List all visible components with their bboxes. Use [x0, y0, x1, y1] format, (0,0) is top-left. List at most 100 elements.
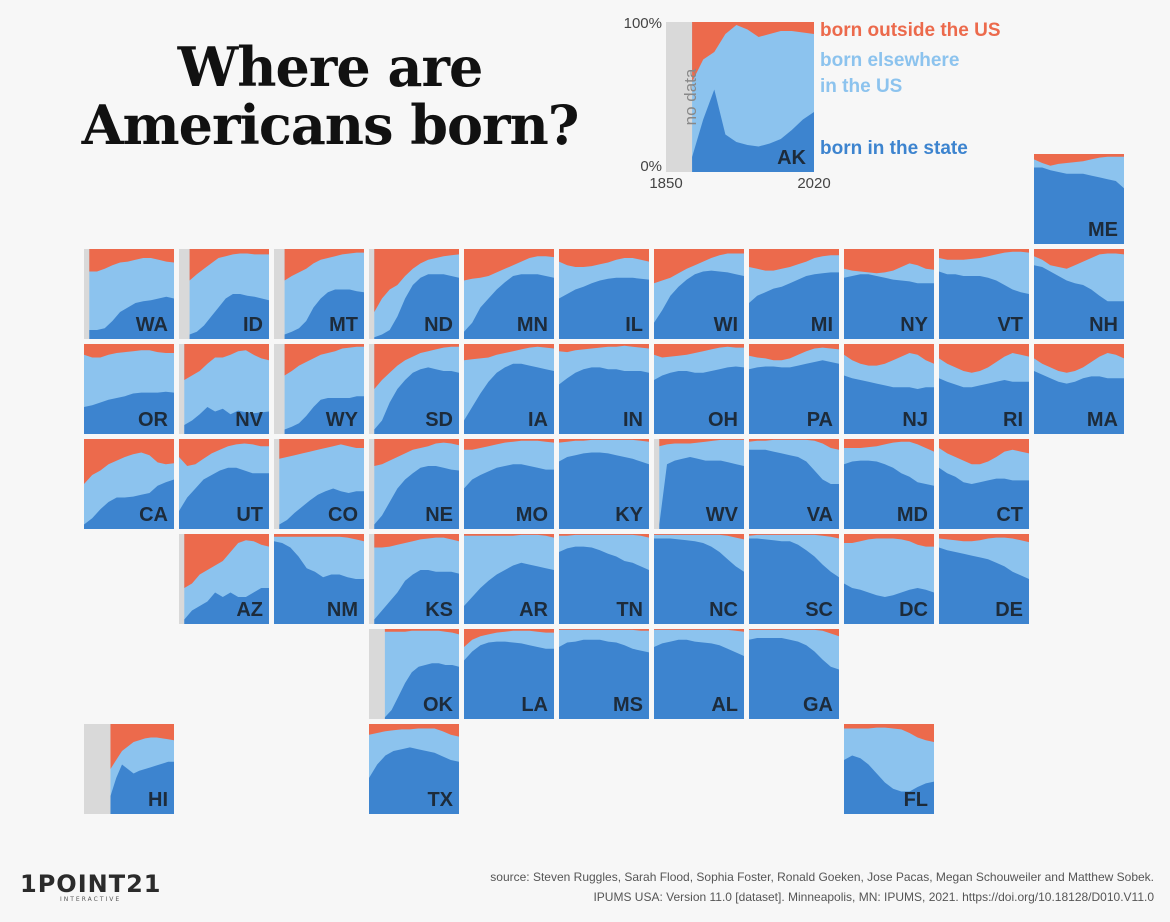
tile-mn-outside-area [464, 249, 554, 281]
source-line-2: IPUMS USA: Version 11.0 [dataset]. Minne… [593, 890, 1154, 904]
tile-hi-in-state-area [110, 761, 174, 814]
state-tile-va: VA [749, 439, 839, 529]
state-tile-de: DE [939, 534, 1029, 624]
state-label-mt: MT [329, 314, 358, 336]
tile-nd-in-state-area [374, 274, 459, 339]
tile-me-in-state-area [1034, 167, 1124, 244]
tile-la-outside-area [464, 629, 554, 647]
tile-sd-outside-area [374, 344, 459, 389]
state-label-nd: ND [424, 314, 453, 336]
state-tile-ct: CT [939, 439, 1029, 529]
state-tile-ks: KS [369, 534, 459, 624]
state-label-vt: VT [997, 314, 1023, 336]
state-label-fl: FL [904, 789, 928, 811]
state-tile-ri: RI [939, 344, 1029, 434]
source-line-1: source: Steven Ruggles, Sarah Flood, Sop… [490, 870, 1154, 884]
tile-ks-outside-area [374, 534, 459, 548]
state-tile-ne: NE [369, 439, 459, 529]
tile-wa-outside-area [89, 249, 174, 272]
state-tile-id: ID [179, 249, 269, 339]
state-label-ga: GA [803, 694, 833, 716]
state-label-md: MD [897, 504, 928, 526]
state-tile-nh: NH [1034, 249, 1124, 339]
state-tile-sd: SD [369, 344, 459, 434]
state-label-wa: WA [136, 314, 168, 336]
state-tile-mi: MI [749, 249, 839, 339]
legend-example-in-state-area [692, 89, 814, 172]
tile-sc-in-state-area [749, 538, 839, 624]
legend-elsewhere-label-1: born elsewhere [820, 50, 959, 71]
state-tile-dc: DC [844, 534, 934, 624]
tile-tx-outside-area [369, 724, 459, 737]
state-label-ct: CT [996, 504, 1023, 526]
tile-il-in-state-area [559, 277, 649, 339]
tile-al-outside-area [654, 629, 744, 632]
state-label-ar: AR [519, 599, 548, 621]
tile-ne-in-state-area [374, 466, 459, 529]
tile-co-outside-area [279, 439, 364, 459]
state-tile-ia: IA [464, 344, 554, 434]
state-label-mo: MO [516, 504, 548, 526]
legend-elsewhere-label-2: in the US [820, 76, 902, 97]
brand-logo: 1POINT21 [20, 870, 162, 898]
tile-or-in-state-area [84, 391, 174, 434]
tile-me-outside-area [1034, 154, 1124, 166]
tile-dc-outside-area [844, 534, 934, 547]
tile-id-in-state-area [189, 294, 269, 339]
tile-oh-in-state-area [654, 366, 744, 434]
tile-ri-in-state-area [939, 378, 1029, 434]
state-tile-wy: WY [274, 344, 364, 434]
state-label-ri: RI [1003, 409, 1023, 431]
state-label-nh: NH [1089, 314, 1118, 336]
tile-dc-in-state-area [844, 583, 934, 624]
state-label-ky: KY [615, 504, 643, 526]
state-tile-mo: MO [464, 439, 554, 529]
state-label-de: DE [995, 599, 1023, 621]
legend-in-state-label: born in the state [820, 138, 968, 159]
state-label-ks: KS [425, 599, 453, 621]
tile-va-in-state-area [749, 449, 839, 529]
state-label-ca: CA [139, 504, 168, 526]
state-tile-al: AL [654, 629, 744, 719]
state-label-il: IL [625, 314, 643, 336]
chart-title: Where are Americans born? [81, 35, 580, 157]
state-label-ut: UT [236, 504, 263, 526]
state-tile-pa: PA [749, 344, 839, 434]
state-label-sc: SC [805, 599, 833, 621]
tile-wv-outside-area [659, 439, 744, 447]
tile-ga-in-state-area [749, 638, 839, 719]
tile-in-outside-area [559, 344, 649, 353]
tile-il-outside-area [559, 249, 649, 267]
tile-ri-outside-area [939, 344, 1029, 373]
tile-md-outside-area [844, 439, 934, 452]
tile-nm-outside-area [274, 534, 364, 542]
state-tile-az: AZ [179, 534, 269, 624]
tile-co-in-state-area [279, 488, 364, 529]
state-tile-sc: SC [749, 534, 839, 624]
tile-tx-in-state-area [369, 747, 459, 814]
tile-mi-in-state-area [749, 272, 839, 339]
tile-wi-in-state-area [654, 270, 744, 339]
legend-x-end: 2020 [797, 175, 830, 192]
tile-ny-in-state-area [844, 274, 934, 339]
tile-wy-outside-area [284, 344, 364, 376]
state-label-nv: NV [235, 409, 263, 431]
tile-ok-outside-area [384, 629, 459, 635]
state-label-tn: TN [616, 599, 643, 621]
state-label-mn: MN [517, 314, 548, 336]
tile-mi-outside-area [749, 249, 839, 271]
tile-pa-outside-area [749, 344, 839, 361]
tile-va-outside-area [749, 439, 839, 450]
tile-wy-in-state-area [284, 396, 364, 434]
state-tile-tx: TX [369, 724, 459, 814]
tile-vt-in-state-area [939, 271, 1029, 339]
tile-ms-in-state-area [559, 639, 649, 719]
state-tile-vt: VT [939, 249, 1029, 339]
tile-ca-outside-area [84, 439, 174, 484]
tile-or-outside-area [84, 344, 174, 358]
state-label-tx: TX [427, 789, 453, 811]
tile-ky-outside-area [559, 439, 649, 443]
tile-ny-outside-area [844, 249, 934, 274]
state-label-dc: DC [899, 599, 928, 621]
state-label-al: AL [711, 694, 738, 716]
